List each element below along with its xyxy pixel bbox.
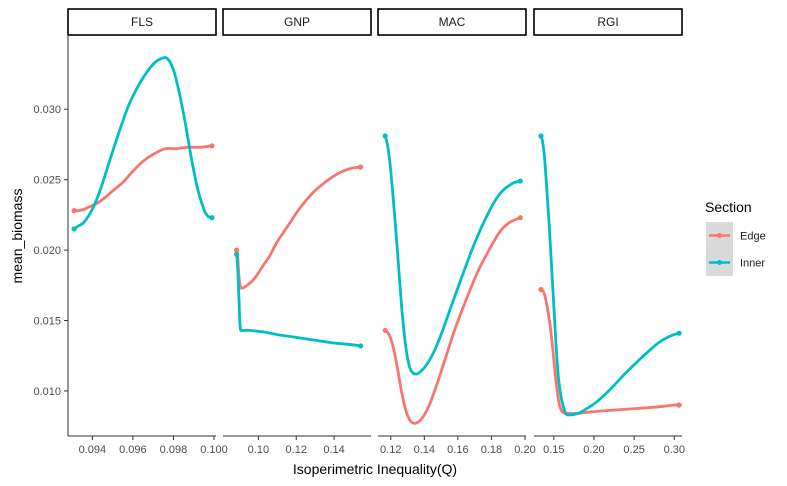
series-point-edge xyxy=(209,143,215,149)
series-point-edge xyxy=(382,327,388,333)
x-tick-label: 0.12 xyxy=(380,444,401,456)
x-tick-label: 0.098 xyxy=(160,444,188,456)
x-tick-label: 0.100 xyxy=(200,444,228,456)
y-tick-label: 0.025 xyxy=(33,175,61,187)
series-line-edge xyxy=(383,216,522,425)
facet-gnp: GNP 0.10 0.12 0.14 xyxy=(222,8,372,456)
legend-label-inner: Inner xyxy=(740,258,765,270)
x-tick-label: 0.20 xyxy=(514,444,535,456)
facet-rgi: RGI 0.15 0.20 0.25 0.30 xyxy=(533,8,685,456)
series-point-inner xyxy=(209,215,215,221)
x-tick-label: 0.30 xyxy=(664,444,685,456)
series-point-edge xyxy=(71,208,77,214)
facet-strip xyxy=(67,8,217,36)
y-tick-label: 0.020 xyxy=(33,245,61,257)
x-tick-label: 0.18 xyxy=(481,444,502,456)
facet-strip-label: MAC xyxy=(439,15,466,29)
series-line-inner xyxy=(72,56,214,231)
facet-strip xyxy=(533,8,683,36)
series-point-edge xyxy=(234,247,240,253)
series-point-edge xyxy=(676,402,682,408)
series-point-inner xyxy=(71,226,77,232)
series-line-edge xyxy=(235,165,362,290)
legend-point-inner xyxy=(717,260,722,265)
x-tick-label: 0.14 xyxy=(323,444,344,456)
legend-point-edge xyxy=(717,233,722,238)
x-axis-title: Isoperimetric Inequality(Q) xyxy=(293,461,457,477)
legend-label-edge: Edge xyxy=(740,231,766,243)
x-tick-label: 0.25 xyxy=(623,444,644,456)
series-point-inner xyxy=(538,133,544,139)
series-point-edge xyxy=(517,215,523,221)
series-point-edge xyxy=(357,164,364,170)
series-point-inner xyxy=(234,251,240,257)
series-point-inner xyxy=(382,133,388,139)
x-tick-label: 0.16 xyxy=(447,444,468,456)
x-tick-label: 0.10 xyxy=(248,444,269,456)
series-point-inner xyxy=(517,178,523,184)
series-line-inner xyxy=(383,134,522,376)
facet-fls: FLS 0.094 0.096 0.098 0.100 xyxy=(67,8,228,456)
facet-strip xyxy=(377,8,527,36)
series-point-inner xyxy=(357,343,364,349)
x-tick-label: 0.096 xyxy=(119,444,147,456)
legend-title: Section xyxy=(705,199,752,215)
facet-strip xyxy=(222,8,372,36)
x-tick-label: 0.094 xyxy=(79,444,107,456)
x-tick-label: 0.20 xyxy=(583,444,604,456)
x-tick-label: 0.12 xyxy=(286,444,307,456)
series-line-inner xyxy=(235,252,362,348)
facet-strip-label: GNP xyxy=(284,15,310,29)
y-tick-label: 0.015 xyxy=(33,316,61,328)
series-point-edge xyxy=(538,286,544,293)
x-tick-label: 0.15 xyxy=(543,444,564,456)
legend: Section Edge Inner xyxy=(705,199,766,276)
series-point-inner xyxy=(676,330,682,336)
x-tick-label: 0.14 xyxy=(414,444,435,456)
facet-strip-label: FLS xyxy=(131,15,153,29)
y-axis-title: mean_biomass xyxy=(9,189,25,284)
y-tick-label: 0.010 xyxy=(33,386,61,398)
series-line-edge xyxy=(72,144,214,213)
y-tick-label: 0.030 xyxy=(33,104,61,116)
series-line-inner xyxy=(539,134,681,417)
facet-mac: MAC 0.12 0.14 0.16 0.18 0.20 xyxy=(377,8,536,456)
facet-strip-label: RGI xyxy=(597,15,618,29)
y-axis: 0.010 0.015 0.020 0.025 0.030 xyxy=(33,36,69,436)
